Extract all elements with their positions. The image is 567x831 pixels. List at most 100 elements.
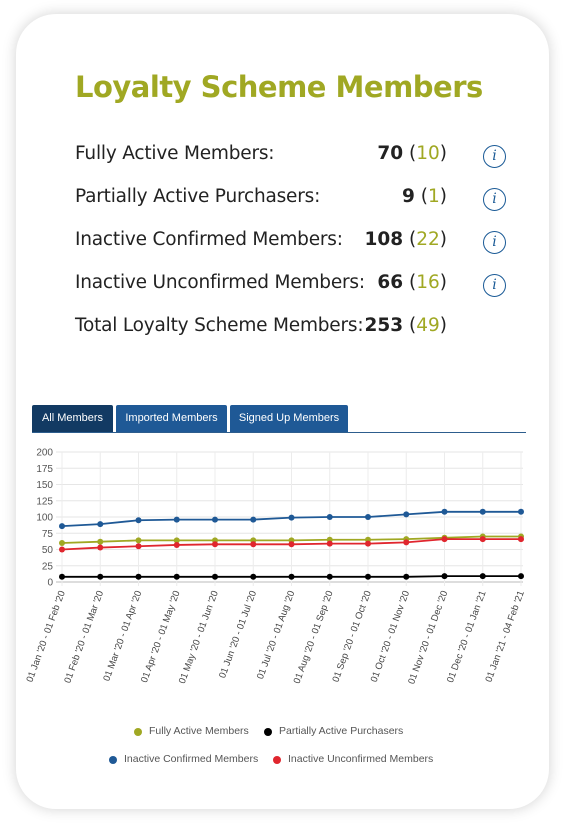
y-tick-label: 125 [36, 496, 53, 507]
data-point [59, 573, 65, 580]
stat-value: 70 (10) [377, 143, 447, 164]
stat-label: Total Loyalty Scheme Members: [75, 315, 364, 336]
data-point [59, 523, 65, 530]
x-tick-label: 01 Jan '20 - 01 Feb '20 [24, 589, 67, 684]
stat-delta: 22 [416, 229, 440, 250]
x-tick-label: 01 Jan '21 - 04 Feb '21 [483, 589, 526, 684]
data-point [212, 541, 218, 548]
data-point [135, 543, 142, 550]
x-tick-label: 01 Sep '20 - 01 Oct '20 [330, 589, 373, 684]
legend-label: Fully Active Members [149, 725, 249, 737]
info-icon[interactable]: i [483, 231, 506, 254]
data-point [518, 508, 524, 515]
data-point [441, 536, 448, 543]
tab-imported-members[interactable]: Imported Members [116, 405, 227, 432]
data-point [479, 573, 486, 580]
data-point [326, 514, 333, 520]
data-point [288, 541, 295, 548]
x-tick-label: 01 Apr '20 - 01 May '20 [139, 589, 183, 684]
x-tick-label: 01 Oct '20 - 01 Nov '20 [369, 589, 412, 684]
stat-row-inactive-confirmed: Inactive Confirmed Members: 108 (22) i [75, 229, 506, 259]
x-tick-label: 01 Aug '20 - 01 Sep '20 [292, 589, 336, 685]
stat-row-total: Total Loyalty Scheme Members: 253 (49) [75, 315, 505, 345]
stat-delta: 49 [416, 315, 440, 336]
x-tick-label: 01 Feb '20 - 01 Mar '20 [62, 589, 106, 685]
stat-label: Partially Active Purchasers: [75, 186, 321, 207]
data-point [59, 546, 65, 553]
y-tick-label: 0 [47, 578, 53, 589]
data-point [479, 508, 486, 515]
data-point [365, 573, 371, 580]
y-tick-label: 200 [36, 448, 53, 459]
x-tick-label: 01 Mar '20 - 01 Apr '20 [101, 589, 144, 683]
data-point [97, 544, 104, 551]
stat-value: 108 (22) [364, 229, 448, 250]
data-point [250, 573, 257, 580]
y-tick-label: 175 [36, 464, 53, 475]
data-point [173, 537, 180, 544]
legend-label: Inactive Confirmed Members [124, 753, 259, 765]
stat-delta: 10 [416, 143, 440, 164]
data-point [59, 540, 65, 546]
page-title: Loyalty Scheme Members [75, 70, 483, 104]
stat-label: Inactive Unconfirmed Members: [75, 272, 365, 293]
stat-row-fully-active: Fully Active Members: 70 (10) i [75, 143, 506, 173]
tab-signed-up-members[interactable]: Signed Up Members [230, 405, 348, 432]
stat-number: 108 [364, 229, 404, 250]
legend-dot [264, 728, 272, 736]
stat-delta: 16 [416, 272, 440, 293]
stat-row-partially-active: Partially Active Purchasers: 9 (1) i [75, 186, 506, 216]
data-point [365, 540, 371, 547]
data-point [288, 573, 295, 580]
data-point [173, 516, 180, 523]
data-point [250, 541, 257, 548]
data-point [288, 514, 295, 521]
x-tick-label: 01 Dec '20 - 01 Jan '21 [445, 589, 489, 684]
x-tick-label: 01 Jun '20 - 01 Jul '20 [217, 589, 259, 680]
data-point [403, 573, 410, 580]
data-point [479, 536, 486, 543]
data-point [135, 537, 142, 544]
data-point [135, 573, 142, 580]
legend-dot [273, 756, 281, 764]
legend-dot [109, 756, 117, 764]
info-icon[interactable]: i [483, 274, 506, 297]
data-point [135, 517, 142, 524]
data-point [173, 573, 180, 580]
legend-label: Partially Active Purchasers [279, 725, 404, 737]
data-point [326, 573, 333, 580]
data-point [365, 514, 371, 520]
data-point [250, 516, 257, 523]
stat-label: Inactive Confirmed Members: [75, 229, 343, 250]
info-icon[interactable]: i [483, 188, 506, 211]
x-tick-label: 01 Jul '20 - 01 Aug '20 [255, 589, 297, 681]
stat-value: 66 (16) [377, 272, 447, 293]
data-point [403, 539, 410, 546]
data-point [518, 573, 524, 580]
y-tick-label: 50 [42, 545, 54, 556]
member-tabs: All Members Imported Members Signed Up M… [32, 405, 526, 433]
legend-dot [134, 728, 142, 736]
tab-all-members[interactable]: All Members [32, 405, 113, 432]
stat-row-inactive-unconfirmed: Inactive Unconfirmed Members: 66 (16) i [75, 272, 506, 302]
y-tick-label: 100 [36, 513, 53, 524]
data-point [173, 541, 180, 548]
data-point [518, 536, 524, 543]
data-point [212, 516, 218, 523]
data-point [97, 573, 104, 580]
data-point [97, 521, 104, 528]
stat-value: 253 (49) [364, 315, 448, 336]
stat-value: 9 (1) [402, 186, 447, 207]
data-point [97, 538, 104, 545]
data-point [212, 573, 218, 580]
members-line-chart: 0 25 50 75 100 125 150 175 200 01 Jan '20 - 01 Fe… [24, 448, 526, 686]
stat-number: 253 [364, 315, 404, 336]
stat-number: 70 [377, 143, 404, 164]
legend-label: Inactive Unconfirmed Members [288, 753, 434, 765]
data-point [326, 540, 333, 547]
stat-number: 66 [377, 272, 404, 293]
info-icon[interactable]: i [483, 145, 506, 168]
y-tick-label: 75 [42, 529, 54, 540]
stat-number: 9 [402, 186, 415, 207]
data-point [403, 511, 410, 518]
